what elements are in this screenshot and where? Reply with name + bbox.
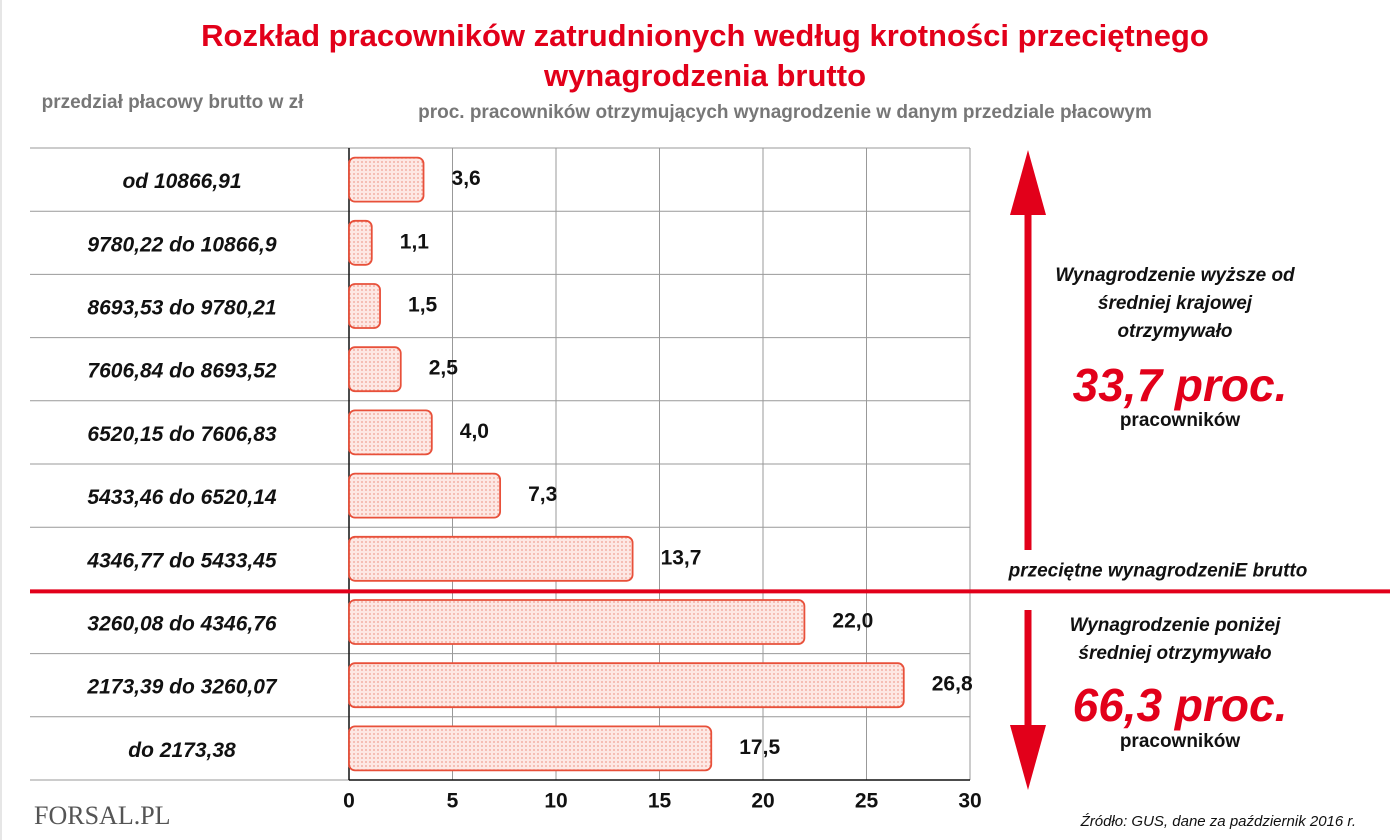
x-tick-label: 20: [751, 790, 774, 813]
category-label: 3260,08 do 4346,76: [87, 613, 276, 636]
bar: [348, 599, 806, 645]
bar: [348, 472, 502, 519]
category-label: 8693,53 do 9780,21: [87, 297, 276, 320]
x-tick-label: 15: [648, 790, 672, 813]
category-label: 2173,39 do 3260,07: [86, 676, 277, 699]
value-label: 1,1: [400, 230, 430, 253]
bar: [348, 725, 713, 772]
below-unit: pracowników: [1119, 731, 1241, 752]
category-label: 5433,46 do 6520,14: [87, 486, 276, 509]
chart-title: Rozkład pracowników zatrudnionych według…: [201, 18, 1209, 93]
y-axis-label: przedział płacowy brutto w zł: [41, 92, 304, 113]
value-label: 22,0: [832, 610, 873, 633]
category-label: do 2173,38: [128, 739, 236, 762]
value-label: 17,5: [739, 736, 780, 759]
value-label: 3,6: [452, 167, 481, 190]
bar: [348, 535, 634, 582]
below-share: 66,3 proc.: [1072, 679, 1288, 731]
bar: [348, 662, 905, 709]
bar: [348, 346, 402, 393]
x-tick-label: 30: [958, 790, 981, 813]
category-label: 7606,84 do 8693,52: [87, 360, 276, 383]
value-label: 7,3: [528, 483, 557, 506]
x-tick-label: 5: [447, 790, 459, 813]
bar: [348, 409, 433, 456]
category-label: od 10866,91: [122, 170, 241, 193]
above-unit: pracowników: [1119, 410, 1241, 431]
category-label: 4346,77 do 5433,45: [86, 549, 276, 572]
logo: FORSAL.PL: [34, 801, 171, 830]
x-tick-label: 25: [855, 790, 879, 813]
value-label: 26,8: [932, 673, 973, 696]
value-label: 13,7: [661, 546, 702, 569]
arrow-up-head: [1010, 150, 1046, 215]
x-tick-label: 0: [343, 790, 355, 813]
source: Źródło: GUS, dane za październik 2016 r.: [1080, 813, 1356, 830]
value-label: 1,5: [408, 294, 438, 317]
arrow-down-head: [1010, 725, 1046, 790]
above-note: Wynagrodzenie wyższe od średniej krajowe…: [1055, 265, 1295, 342]
x-axis-label: proc. pracowników otrzymujących wynagrod…: [418, 102, 1152, 123]
bar: [348, 283, 381, 329]
above-share: 33,7 proc.: [1072, 359, 1288, 411]
below-note: Wynagrodzenie poniżej średniej otrzymywa…: [1069, 615, 1281, 664]
value-label: 2,5: [429, 357, 459, 380]
bar: [348, 219, 373, 266]
x-tick-label: 10: [544, 790, 567, 813]
bar: [348, 156, 425, 203]
category-label: 6520,15 do 7606,83: [87, 423, 276, 446]
value-label: 4,0: [460, 420, 489, 443]
average-line-label: przeciętne wynagrodzeniE brutto: [1008, 560, 1308, 581]
category-label: 9780,22 do 10866,9: [87, 233, 276, 256]
